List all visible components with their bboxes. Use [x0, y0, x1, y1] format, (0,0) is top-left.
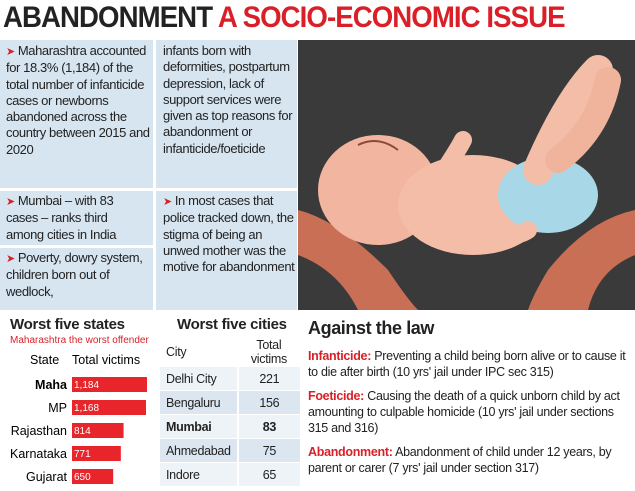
bullet: ➤ Maharashtra accounted for 18.3% (1,184)… [6, 43, 150, 157]
bullet: ➤ In most cases that police tracked down,… [163, 193, 295, 275]
city-victims: 156 [236, 390, 300, 415]
illustration [298, 40, 635, 310]
table-row: Delhi City 221 [160, 366, 300, 391]
chart-title: Worst five states [10, 316, 125, 333]
bullet-text: infants born with deformities, postpartu… [163, 43, 293, 156]
value-label: 814 [74, 426, 91, 437]
chart-subtitle: Maharashtra the worst offender [10, 335, 149, 346]
bullet-continued: infants born with deformities, postpartu… [163, 43, 295, 157]
bar [72, 469, 114, 484]
value-label: 650 [74, 472, 91, 483]
law-title: Against the law [308, 318, 435, 338]
city-name: Mumbai [160, 414, 238, 439]
city-name: Bengaluru [160, 390, 238, 415]
divider [153, 40, 156, 310]
headline-main: ABANDONMENT [3, 1, 213, 34]
divider [0, 188, 153, 191]
law-term: Abandonment: [308, 445, 393, 459]
table-row: Ahmedabad 75 [160, 438, 300, 463]
category-label: Rajasthan [11, 424, 67, 438]
law-text: Abandonment of child under 12 years, by … [308, 445, 612, 475]
bullet-text: Mumbai – with 83 cases – ranks third amo… [6, 193, 117, 242]
table-row: Bengaluru 156 [160, 390, 300, 415]
bar [72, 423, 124, 438]
bullet: ➤ Mumbai – with 83 cases – ranks third am… [6, 193, 117, 242]
law-term: Infanticide: [308, 349, 372, 363]
bar [72, 446, 121, 461]
category-label: Gujarat [26, 470, 68, 484]
bullet-text: In most cases that police tracked down, … [163, 193, 295, 275]
category-label: MP [48, 401, 67, 415]
table-title: Worst five cities [177, 316, 287, 333]
bullet: ➤ Poverty, dowry system, children born ou… [6, 250, 143, 299]
bar-chart: State Total victims Maha 1,184 MP 1,168 Raja… [10, 353, 147, 484]
column-header: Total victims [237, 338, 300, 367]
law-text: Preventing a child being born alive or t… [308, 349, 626, 379]
law-text: Causing the death of a quick unborn chil… [308, 389, 620, 435]
table-header: City Total victims [160, 338, 300, 367]
headline-sub: A SOCIO-ECONOMIC ISSUE [217, 1, 566, 34]
column-header: City [160, 338, 238, 367]
headline: ABANDONMENT A SOCIO-ECONOMIC ISSUE [3, 1, 566, 35]
table-row: Indore 65 [160, 462, 300, 487]
law-term: Foeticide: [308, 389, 365, 403]
law-item: Abandonment: Abandonment of child under … [308, 444, 630, 476]
bullet-text: Poverty, dowry system, children born out… [6, 250, 143, 299]
law-item: Foeticide: Causing the death of a quick … [308, 388, 630, 436]
value-label: 1,168 [74, 403, 99, 414]
value-label: 1,184 [74, 380, 99, 391]
bar [72, 377, 147, 392]
value-label: 771 [74, 449, 91, 460]
category-label: Maha [35, 378, 68, 392]
city-victims: 65 [236, 462, 300, 487]
table-row: Mumbai 83 [160, 414, 300, 439]
cities-table: City Total victims Delhi City 221 Bengaluru… [160, 338, 300, 487]
column-header: State [30, 353, 59, 367]
city-victims: 221 [236, 366, 300, 391]
bar [72, 400, 146, 415]
bullet-text: Maharashtra accounted for 18.3% (1,184) … [6, 43, 150, 157]
divider [156, 188, 297, 191]
law-item: Infanticide: Preventing a child being bo… [308, 348, 630, 380]
city-victims: 83 [236, 414, 300, 439]
divider [0, 245, 153, 248]
city-name: Indore [160, 462, 238, 487]
city-name: Delhi City [160, 366, 238, 391]
city-victims: 75 [236, 438, 300, 463]
column-header: Total victims [72, 353, 140, 367]
city-name: Ahmedabad [160, 438, 238, 463]
category-label: Karnataka [10, 447, 67, 461]
facts-panel: ➤ Maharashtra accounted for 18.3% (1,184)… [0, 40, 297, 310]
